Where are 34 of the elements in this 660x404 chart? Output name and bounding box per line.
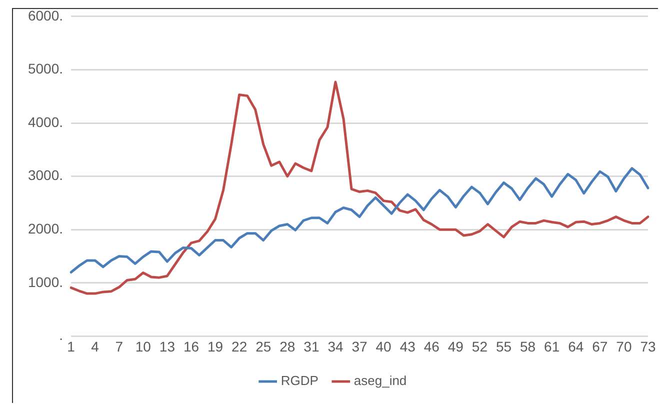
x-tick-label: 70 — [616, 338, 632, 354]
x-tick-label: 28 — [280, 338, 296, 354]
x-tick-label: 64 — [568, 338, 584, 354]
y-tick-label: 6000. — [28, 7, 64, 24]
x-tick-label: 16 — [183, 338, 200, 354]
x-tick-label: 1 — [67, 338, 76, 354]
x-tick-label: 46 — [424, 338, 440, 354]
y-tick-label: 5000. — [28, 60, 64, 77]
x-tick-label: 67 — [592, 338, 608, 354]
x-tick-label: 58 — [520, 338, 536, 354]
x-tick-label: 13 — [159, 338, 176, 354]
y-tick-label: 4000. — [28, 114, 64, 130]
y-tick-label: 3000. — [28, 167, 64, 184]
x-tick-label: 49 — [448, 338, 464, 354]
x-tick-label: 37 — [352, 338, 368, 354]
x-tick-label: 19 — [207, 338, 224, 354]
x-tick-label: 40 — [376, 338, 392, 354]
y-tick-label: 2000. — [28, 220, 64, 236]
x-tick-label: 4 — [91, 338, 100, 354]
y-tick-label: 1000. — [28, 274, 64, 290]
legend-label: RGDP — [280, 373, 318, 388]
x-tick-label: 61 — [544, 338, 560, 354]
x-tick-label: 43 — [400, 338, 416, 354]
x-tick-label: 22 — [232, 338, 248, 354]
x-tick-label: 55 — [496, 338, 512, 354]
x-tick-label: 73 — [640, 338, 656, 354]
x-tick-label: 10 — [135, 338, 152, 354]
legend-label: aseg_ind — [354, 373, 407, 388]
x-tick-label: 25 — [256, 338, 272, 354]
x-tick-label: 7 — [115, 338, 124, 354]
x-tick-label: 31 — [304, 338, 320, 354]
y-tick-label: . — [59, 327, 64, 344]
x-tick-label: 52 — [472, 338, 488, 354]
x-tick-label: 34 — [328, 338, 344, 354]
